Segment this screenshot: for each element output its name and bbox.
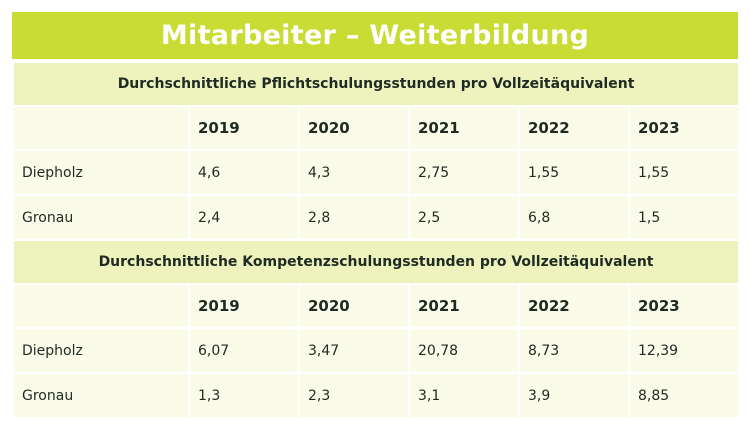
table-cell: 2,5: [408, 194, 520, 241]
year-header: 2021: [408, 105, 520, 151]
table-cell: 3,9: [518, 372, 630, 419]
year-header: 2021: [408, 283, 520, 329]
year-header: 2022: [518, 283, 630, 329]
year-header: 2019: [188, 283, 300, 329]
section-header-competence-training: Durchschnittliche Kompetenzschulungsstun…: [11, 239, 741, 285]
section-heading: Durchschnittliche Kompetenzschulungsstun…: [11, 239, 741, 285]
table-cell: 1,3: [188, 372, 300, 419]
year-header-row: 2019 2020 2021 2022 2023: [12, 283, 741, 329]
table-cell: 4,3: [298, 149, 410, 196]
table-cell: 6,07: [188, 327, 300, 374]
table-cell: 8,73: [518, 327, 630, 374]
table-cell: 20,78: [408, 327, 520, 374]
table-cell: 1,55: [518, 149, 630, 196]
year-header: 2023: [627, 283, 741, 329]
section-heading: Durchschnittliche Pflichtschulungsstunde…: [11, 61, 741, 107]
row-label: Gronau: [12, 194, 190, 241]
table-cell: 6,8: [518, 194, 630, 241]
training-table: Durchschnittliche Pflichtschulungsstunde…: [11, 61, 741, 419]
table-cell: 2,75: [408, 149, 520, 196]
year-header: 2019: [188, 105, 300, 151]
row-label: Diepholz: [12, 327, 190, 374]
table-row: Diepholz 6,07 3,47 20,78 8,73 12,39: [12, 327, 741, 374]
year-header-row: 2019 2020 2021 2022 2023: [12, 105, 741, 151]
row-label: Diepholz: [12, 149, 190, 196]
page-title: Mitarbeiter – Weiterbildung: [12, 12, 738, 61]
table-cell: 8,85: [627, 372, 741, 419]
table-cell: 1,55: [627, 149, 741, 196]
table-row: Diepholz 4,6 4,3 2,75 1,55 1,55: [12, 149, 741, 196]
year-header: 2022: [518, 105, 630, 151]
table-cell: 3,1: [408, 372, 520, 419]
year-header: 2023: [627, 105, 741, 151]
table-row: Gronau 2,4 2,8 2,5 6,8 1,5: [12, 194, 741, 241]
table-cell: 2,8: [298, 194, 410, 241]
row-label: Gronau: [12, 372, 190, 419]
training-table-card: Mitarbeiter – Weiterbildung Durchschnitt…: [11, 12, 741, 419]
empty-header-cell: [12, 105, 190, 151]
year-header: 2020: [298, 283, 410, 329]
table-cell: 1,5: [627, 194, 741, 241]
table-cell: 2,3: [298, 372, 410, 419]
table-cell: 4,6: [188, 149, 300, 196]
table-cell: 12,39: [627, 327, 741, 374]
table-cell: 3,47: [298, 327, 410, 374]
empty-header-cell: [12, 283, 190, 329]
table-cell: 2,4: [188, 194, 300, 241]
year-header: 2020: [298, 105, 410, 151]
section-header-mandatory-training: Durchschnittliche Pflichtschulungsstunde…: [11, 61, 741, 107]
table-row: Gronau 1,3 2,3 3,1 3,9 8,85: [12, 372, 741, 419]
